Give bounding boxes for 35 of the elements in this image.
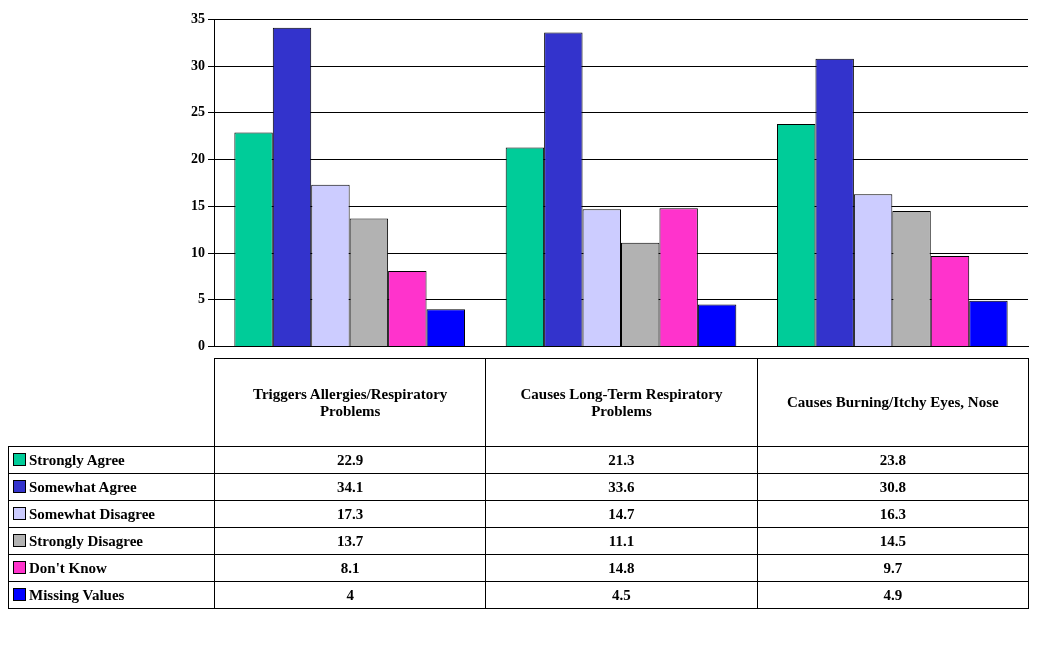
data-label: 8.1 — [214, 554, 486, 582]
y-tick-label: 0 — [198, 338, 205, 354]
legend-label: Strongly Agree — [29, 451, 125, 468]
data-label: 30.8 — [757, 473, 1029, 501]
data-label: 33.6 — [485, 473, 758, 501]
data-label: 16.3 — [757, 500, 1029, 528]
x-tick-label: Causes Burning/Itchy Eyes, Nose — [757, 358, 1029, 447]
x-tick-label: Causes Long-Term Respiratory Problems — [485, 358, 758, 447]
y-tick-label: 30 — [191, 57, 205, 73]
legend-label: Missing Values — [29, 586, 125, 603]
data-label: 23.8 — [757, 446, 1029, 474]
data-label: 14.7 — [485, 500, 758, 528]
data-label: 4.9 — [757, 581, 1029, 609]
y-tick-label: 20 — [191, 151, 205, 167]
y-tick-label: 35 — [191, 11, 205, 27]
data-label: 4 — [214, 581, 486, 609]
legend-label: Somewhat Disagree — [29, 505, 155, 522]
data-label: 17.3 — [214, 500, 486, 528]
legend-label: Don't Know — [29, 559, 107, 576]
y-tick-label: 5 — [198, 291, 205, 307]
data-label: 4.5 — [485, 581, 758, 609]
y-tick-label: 10 — [191, 244, 205, 260]
data-label: 22.9 — [214, 446, 486, 474]
y-tick-label: 25 — [191, 104, 205, 120]
data-label: 21.3 — [485, 446, 758, 474]
legend-label: Strongly Disagree — [29, 532, 144, 549]
data-label: 9.7 — [757, 554, 1029, 582]
data-label: 14.5 — [757, 527, 1029, 555]
data-label: 13.7 — [214, 527, 486, 555]
data-label: 11.1 — [485, 527, 758, 555]
data-label: 14.8 — [485, 554, 758, 582]
legend-label: Somewhat Agree — [29, 478, 137, 495]
y-tick-label: 15 — [191, 197, 205, 213]
x-tick-label: Triggers Allergies/Respiratory Problems — [214, 358, 486, 447]
data-label: 34.1 — [214, 473, 486, 501]
